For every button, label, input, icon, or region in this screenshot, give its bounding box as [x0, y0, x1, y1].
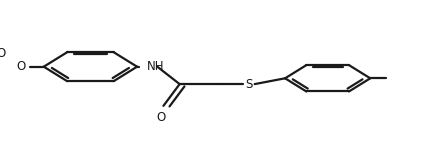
Text: NH: NH: [147, 60, 165, 73]
Text: S: S: [245, 78, 252, 91]
Text: O: O: [157, 111, 166, 124]
Text: O: O: [0, 47, 6, 60]
Text: O: O: [17, 60, 26, 73]
